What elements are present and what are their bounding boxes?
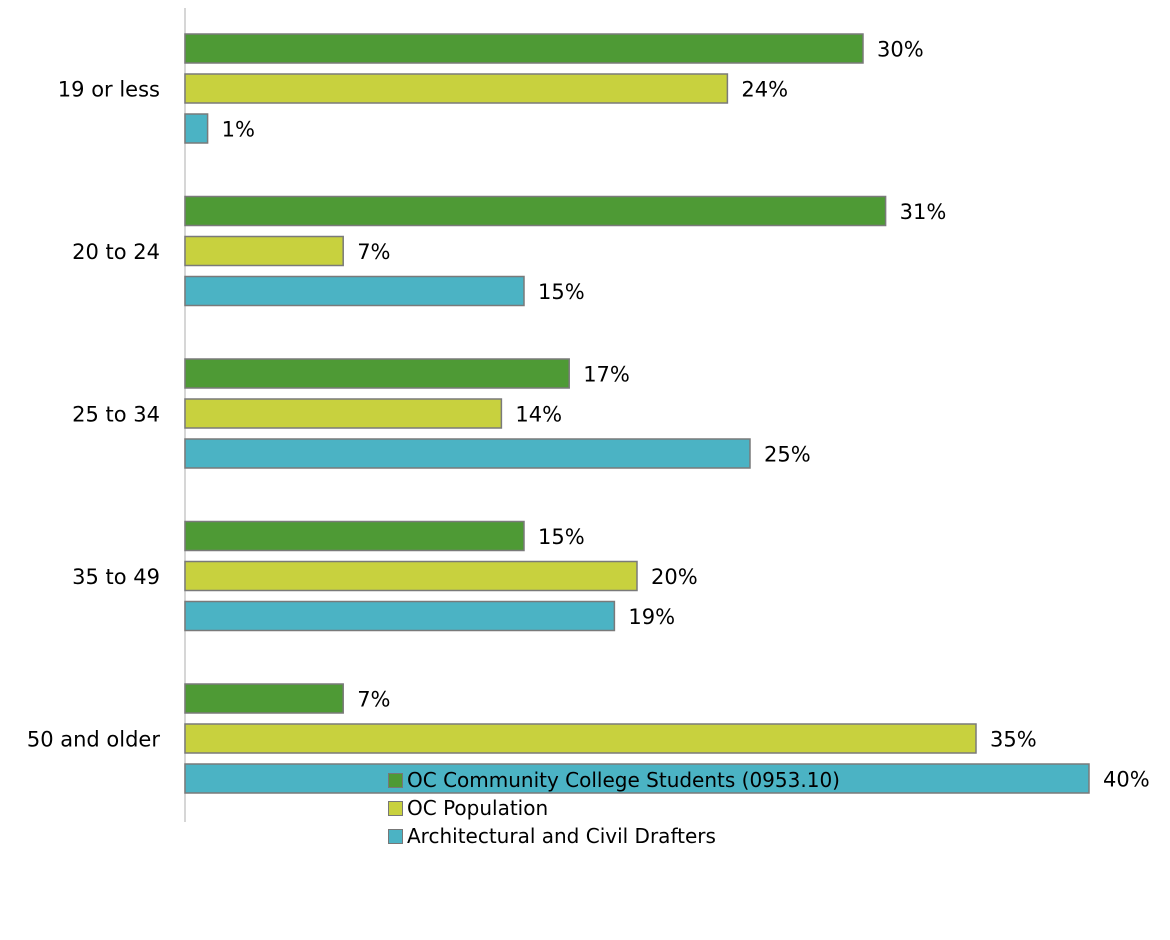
legend-item-oc-population: OC Population <box>388 794 840 822</box>
bar-50-and-older-series-3 <box>184 763 1090 794</box>
legend-swatch <box>388 800 403 816</box>
bar-20-to-24-series-2 <box>184 235 344 267</box>
bar-50-and-older-series-1 <box>184 683 344 714</box>
data-label: 14% <box>515 403 562 427</box>
data-label: 19% <box>628 605 675 629</box>
bars-group: 30% 24% 1% 31% 7% 15% 17% 14% 25% 15% 20% 19% 7% 35% 4… <box>184 33 1150 794</box>
legend-label: OC Population <box>407 796 549 820</box>
legend: OC Community College Students (0953.10) … <box>388 766 840 850</box>
bar-25-to-34-series-3 <box>184 438 751 469</box>
data-label: 7% <box>357 688 390 712</box>
data-label: 40% <box>1103 768 1150 792</box>
bar-25-to-34-series-2 <box>184 398 503 429</box>
data-label: 15% <box>538 280 585 304</box>
bar-20-to-24-series-1 <box>184 195 887 227</box>
data-label: 20% <box>651 565 698 589</box>
data-label: 24% <box>741 78 788 102</box>
bar-19-or-less-series-2 <box>184 73 729 104</box>
category-label: 19 or less <box>58 78 160 102</box>
legend-label: Architectural and Civil Drafters <box>407 824 716 848</box>
legend-label: OC Community College Students (0953.10) <box>407 768 840 792</box>
data-label: 30% <box>877 38 924 62</box>
bar-19-or-less-series-3 <box>184 113 209 144</box>
data-label: 31% <box>900 200 947 224</box>
bar-35-to-49-series-1 <box>184 520 525 552</box>
bar-35-to-49-series-3 <box>184 600 616 632</box>
legend-item-drafters: Architectural and Civil Drafters <box>388 822 840 850</box>
category-label: 35 to 49 <box>72 565 160 589</box>
data-label: 35% <box>990 728 1037 752</box>
category-label: 50 and older <box>27 728 161 752</box>
data-label: 15% <box>538 525 585 549</box>
data-label: 25% <box>764 443 811 467</box>
bar-19-or-less-series-1 <box>184 33 864 64</box>
bar-chart: 30% 24% 1% 31% 7% 15% 17% 14% 25% 15% 20% 19% 7% 35% 4… <box>27 8 1150 822</box>
bar-20-to-24-series-3 <box>184 275 525 307</box>
bar-25-to-34-series-1 <box>184 358 570 389</box>
legend-swatch <box>388 772 403 788</box>
legend-item-community-college: OC Community College Students (0953.10) <box>388 766 840 794</box>
category-label: 25 to 34 <box>72 403 160 427</box>
category-label: 20 to 24 <box>72 240 160 264</box>
data-label: 1% <box>222 118 255 142</box>
bar-50-and-older-series-2 <box>184 723 977 754</box>
data-label: 17% <box>583 363 630 387</box>
legend-swatch <box>388 828 403 844</box>
bar-35-to-49-series-2 <box>184 560 638 592</box>
data-label: 7% <box>357 240 390 264</box>
